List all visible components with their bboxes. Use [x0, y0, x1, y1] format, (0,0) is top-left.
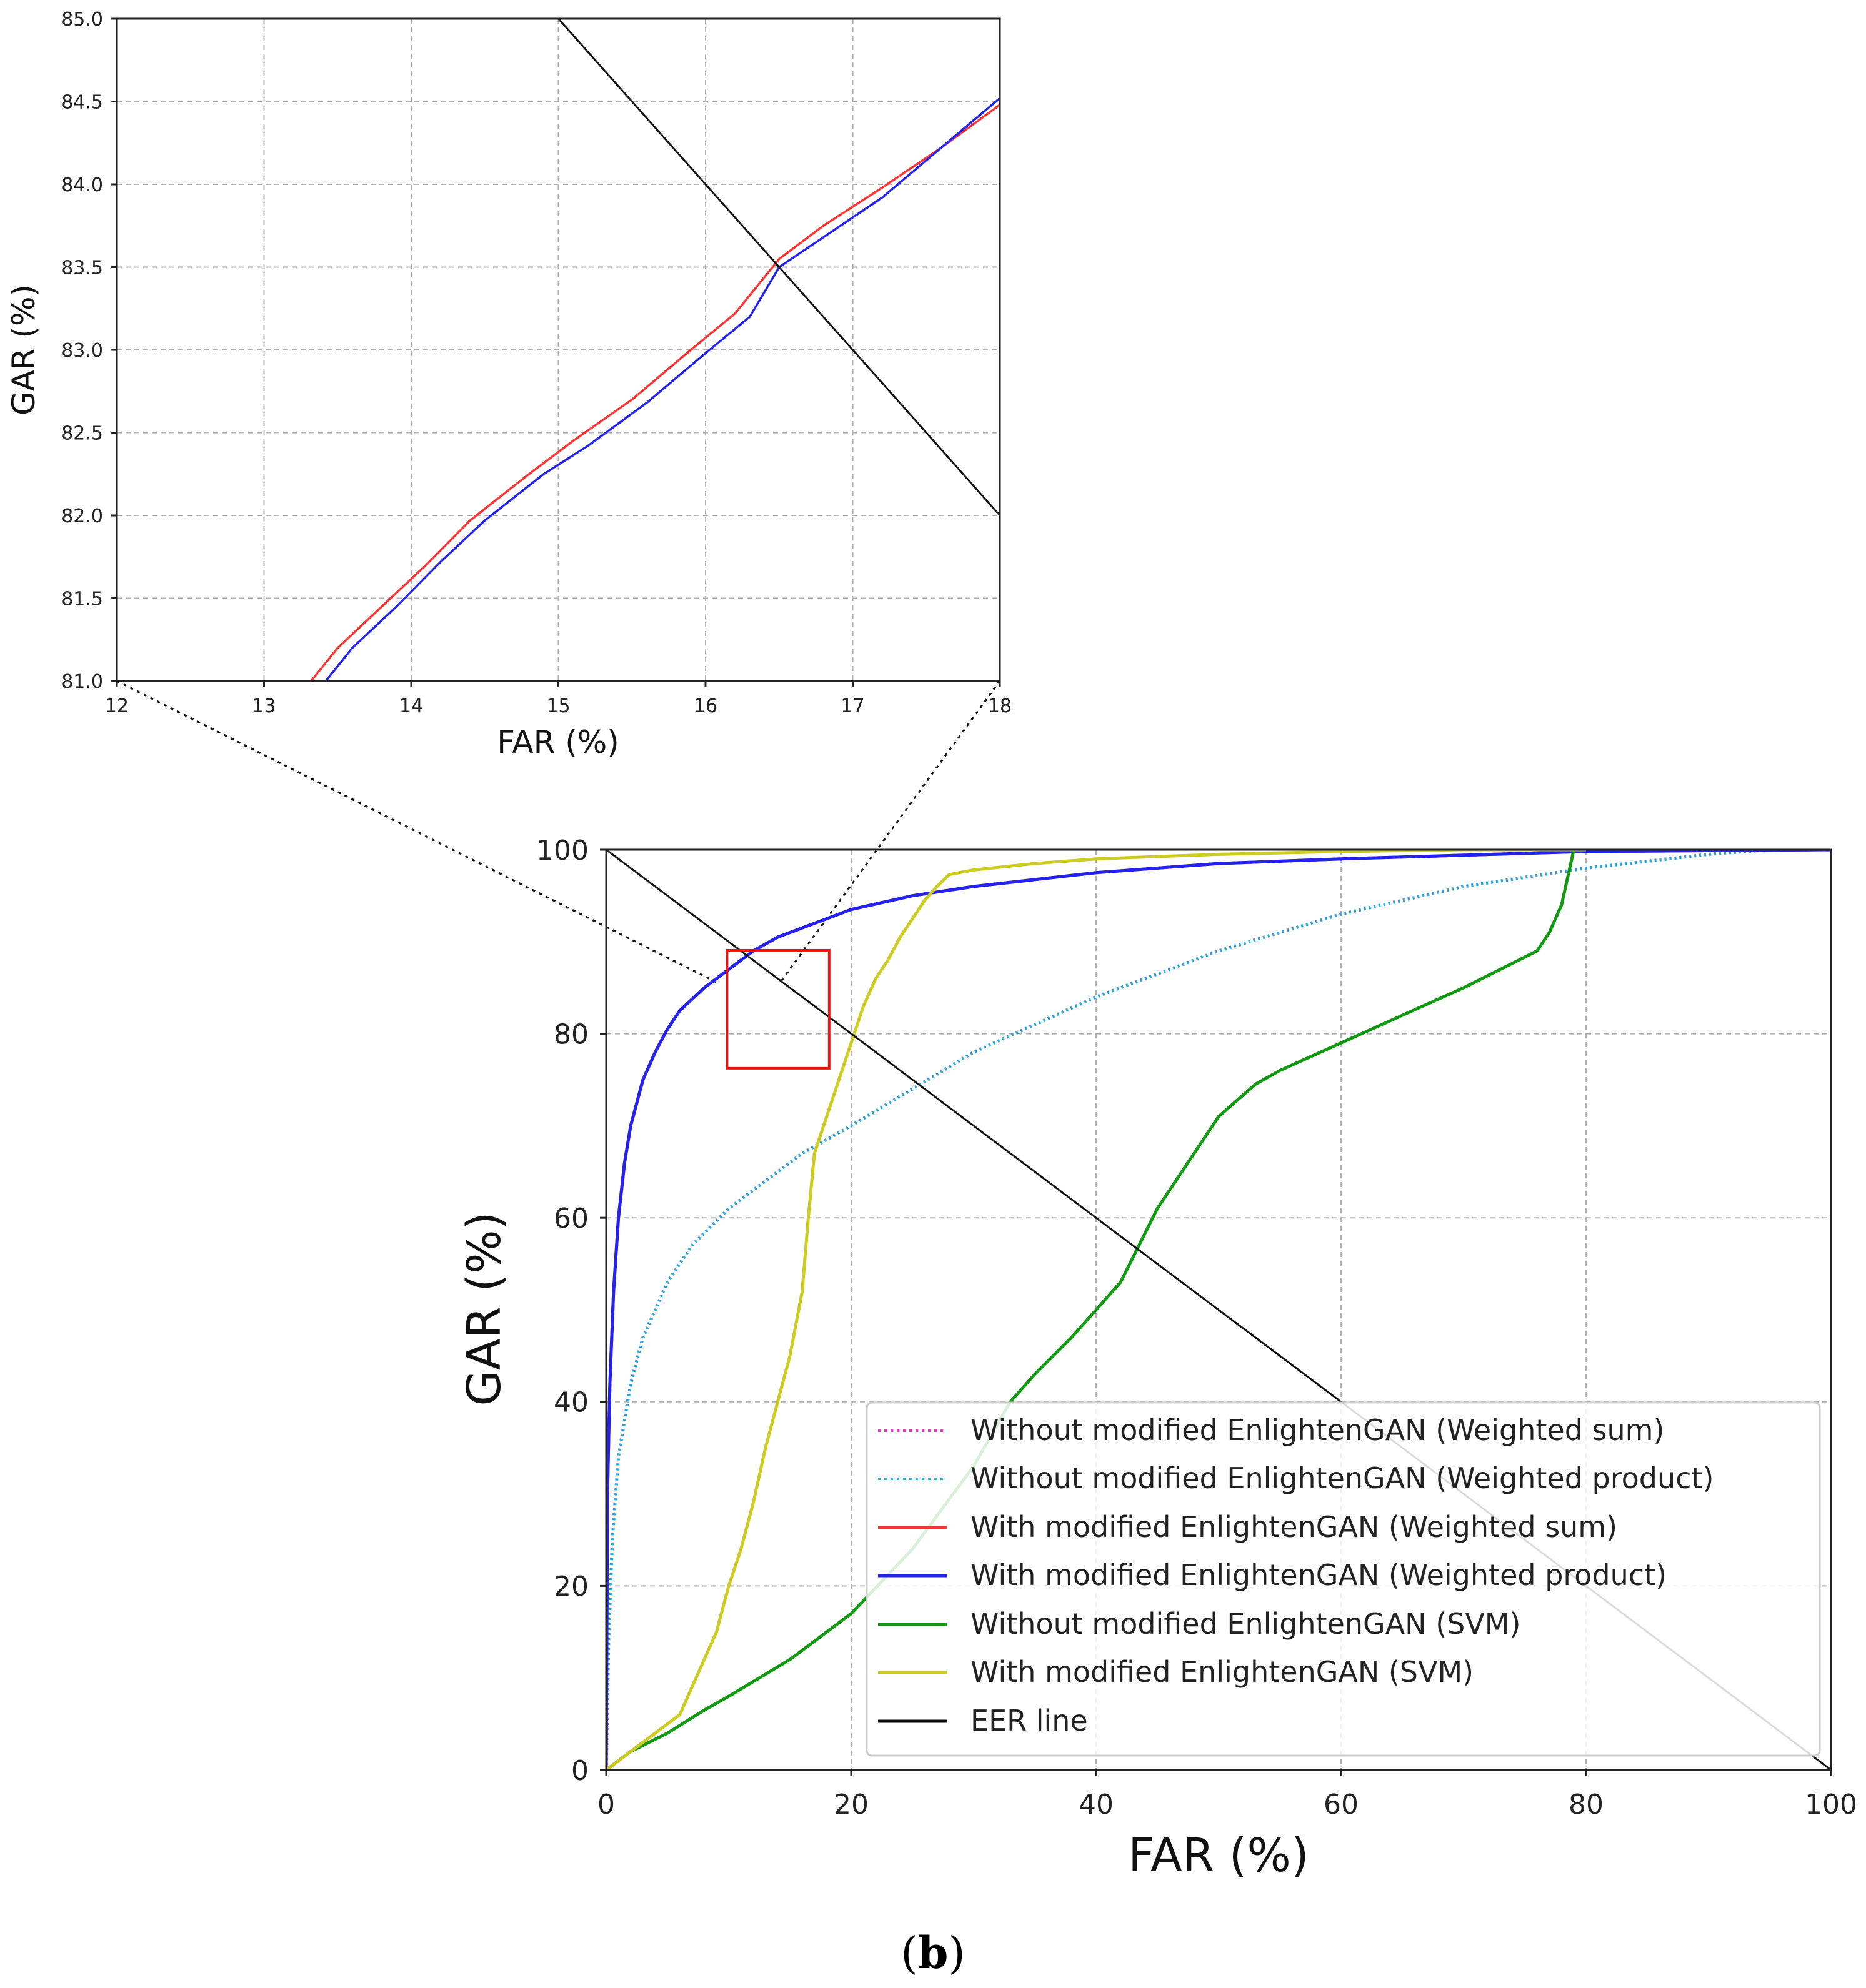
zoom-connector-right: [779, 680, 1001, 983]
legend-label: Without modified EnlightenGAN (SVM): [970, 1607, 1520, 1641]
y-tick-label: 82.0: [61, 505, 103, 527]
x-tick-label: 16: [694, 695, 717, 717]
x-tick-label: 40: [1079, 1789, 1114, 1821]
main-y-axis-label: GAR (%): [457, 1212, 511, 1406]
main-x-axis-label: FAR (%): [1128, 1829, 1309, 1882]
x-tick-label: 0: [597, 1789, 615, 1821]
y-tick-label: 60: [554, 1203, 589, 1235]
y-tick-label: 83.0: [61, 340, 103, 362]
legend-label: EER line: [970, 1704, 1088, 1737]
legend-label: With modified EnlightenGAN (Weighted pro…: [970, 1558, 1667, 1592]
caption-paren-open: (: [901, 1927, 917, 1979]
main-frame: [605, 848, 1832, 1771]
inset-x-axis-label: FAR (%): [497, 724, 619, 760]
y-tick-label: 84.5: [61, 91, 103, 113]
series-line-wp-with: [325, 97, 1000, 681]
caption-paren-close: ): [948, 1927, 965, 1979]
inset-y-axis-label: GAR (%): [6, 284, 42, 415]
y-tick-label: 81.0: [61, 671, 103, 693]
legend-entry: Without modified EnlightenGAN (Weighted …: [878, 1413, 1664, 1447]
main-y-ticks: 0 20 40 60 80 100: [536, 835, 606, 1787]
legend-entry: Without modified EnlightenGAN (SVM): [878, 1607, 1520, 1641]
legend: Without modified EnlightenGAN (Weighted …: [866, 1401, 1821, 1757]
inset-x-ticks: 12 13 14 15 16 17 18: [105, 681, 1012, 717]
y-tick-label: 100: [536, 835, 589, 867]
y-tick-label: 80: [554, 1018, 589, 1050]
y-tick-label: 40: [554, 1387, 589, 1419]
x-tick-label: 18: [988, 695, 1012, 717]
legend-entry: Without modified EnlightenGAN (Weighted …: [878, 1461, 1714, 1495]
x-tick-label: 15: [546, 695, 570, 717]
y-tick-label: 81.5: [61, 588, 103, 610]
legend-label: With modified EnlightenGAN (SVM): [970, 1655, 1474, 1689]
x-tick-label: 13: [252, 695, 276, 717]
y-tick-label: 20: [554, 1571, 589, 1603]
series-line-wp-without: [606, 850, 1831, 1770]
series-line-wp-with: [606, 850, 1831, 1770]
legend-label: Without modified EnlightenGAN (Weighted …: [970, 1413, 1664, 1447]
legend-entry: EER line: [878, 1704, 1088, 1737]
inset-y-ticks: 81.0 81.5 82.0 82.5 83.0 83.5 84.0 84.5 85.0: [61, 9, 117, 693]
x-tick-label: 17: [841, 695, 864, 717]
legend-entry: With modified EnlightenGAN (Weighted sum…: [878, 1510, 1617, 1544]
x-tick-label: 14: [399, 695, 423, 717]
legend-label: Without modified EnlightenGAN (Weighted …: [970, 1461, 1714, 1495]
inset-grid: [117, 19, 1000, 681]
zoom-box: [726, 948, 831, 1070]
series-line-svm-with: [606, 850, 1586, 1770]
figure-caption: (b): [901, 1927, 965, 1979]
series-line-ws-with: [310, 104, 1000, 681]
x-tick-label: 100: [1805, 1789, 1857, 1821]
series-line-eer: [557, 19, 1000, 516]
inset-series: [310, 19, 1000, 681]
x-tick-label: 60: [1324, 1789, 1359, 1821]
inset-plot: 12 13 14 15 16 17 18 81.081.582.082.583.083.58…: [6, 9, 1012, 760]
legend-label: With modified EnlightenGAN (Weighted sum…: [970, 1510, 1617, 1544]
x-tick-label: 20: [834, 1789, 869, 1821]
main-x-ticks: 0 20 40 60 80 100: [597, 1770, 1857, 1821]
series-line-svm-without: [606, 850, 1575, 1770]
caption-letter: b: [918, 1927, 949, 1979]
y-tick-label: 0: [571, 1755, 589, 1787]
legend-entry: With modified EnlightenGAN (Weighted pro…: [878, 1558, 1667, 1592]
y-tick-label: 82.5: [61, 422, 103, 444]
y-tick-label: 84.0: [61, 174, 103, 196]
legend-entry: With modified EnlightenGAN (SVM): [878, 1655, 1474, 1689]
y-tick-label: 85.0: [61, 9, 103, 31]
main-plot: 0 20 40 60 80 100 0 20 40 60 80 100 Without modifi…: [457, 835, 1857, 1882]
x-tick-label: 80: [1569, 1789, 1604, 1821]
x-tick-label: 12: [105, 695, 129, 717]
legend-box: [866, 1401, 1821, 1757]
y-tick-label: 83.5: [61, 257, 103, 279]
